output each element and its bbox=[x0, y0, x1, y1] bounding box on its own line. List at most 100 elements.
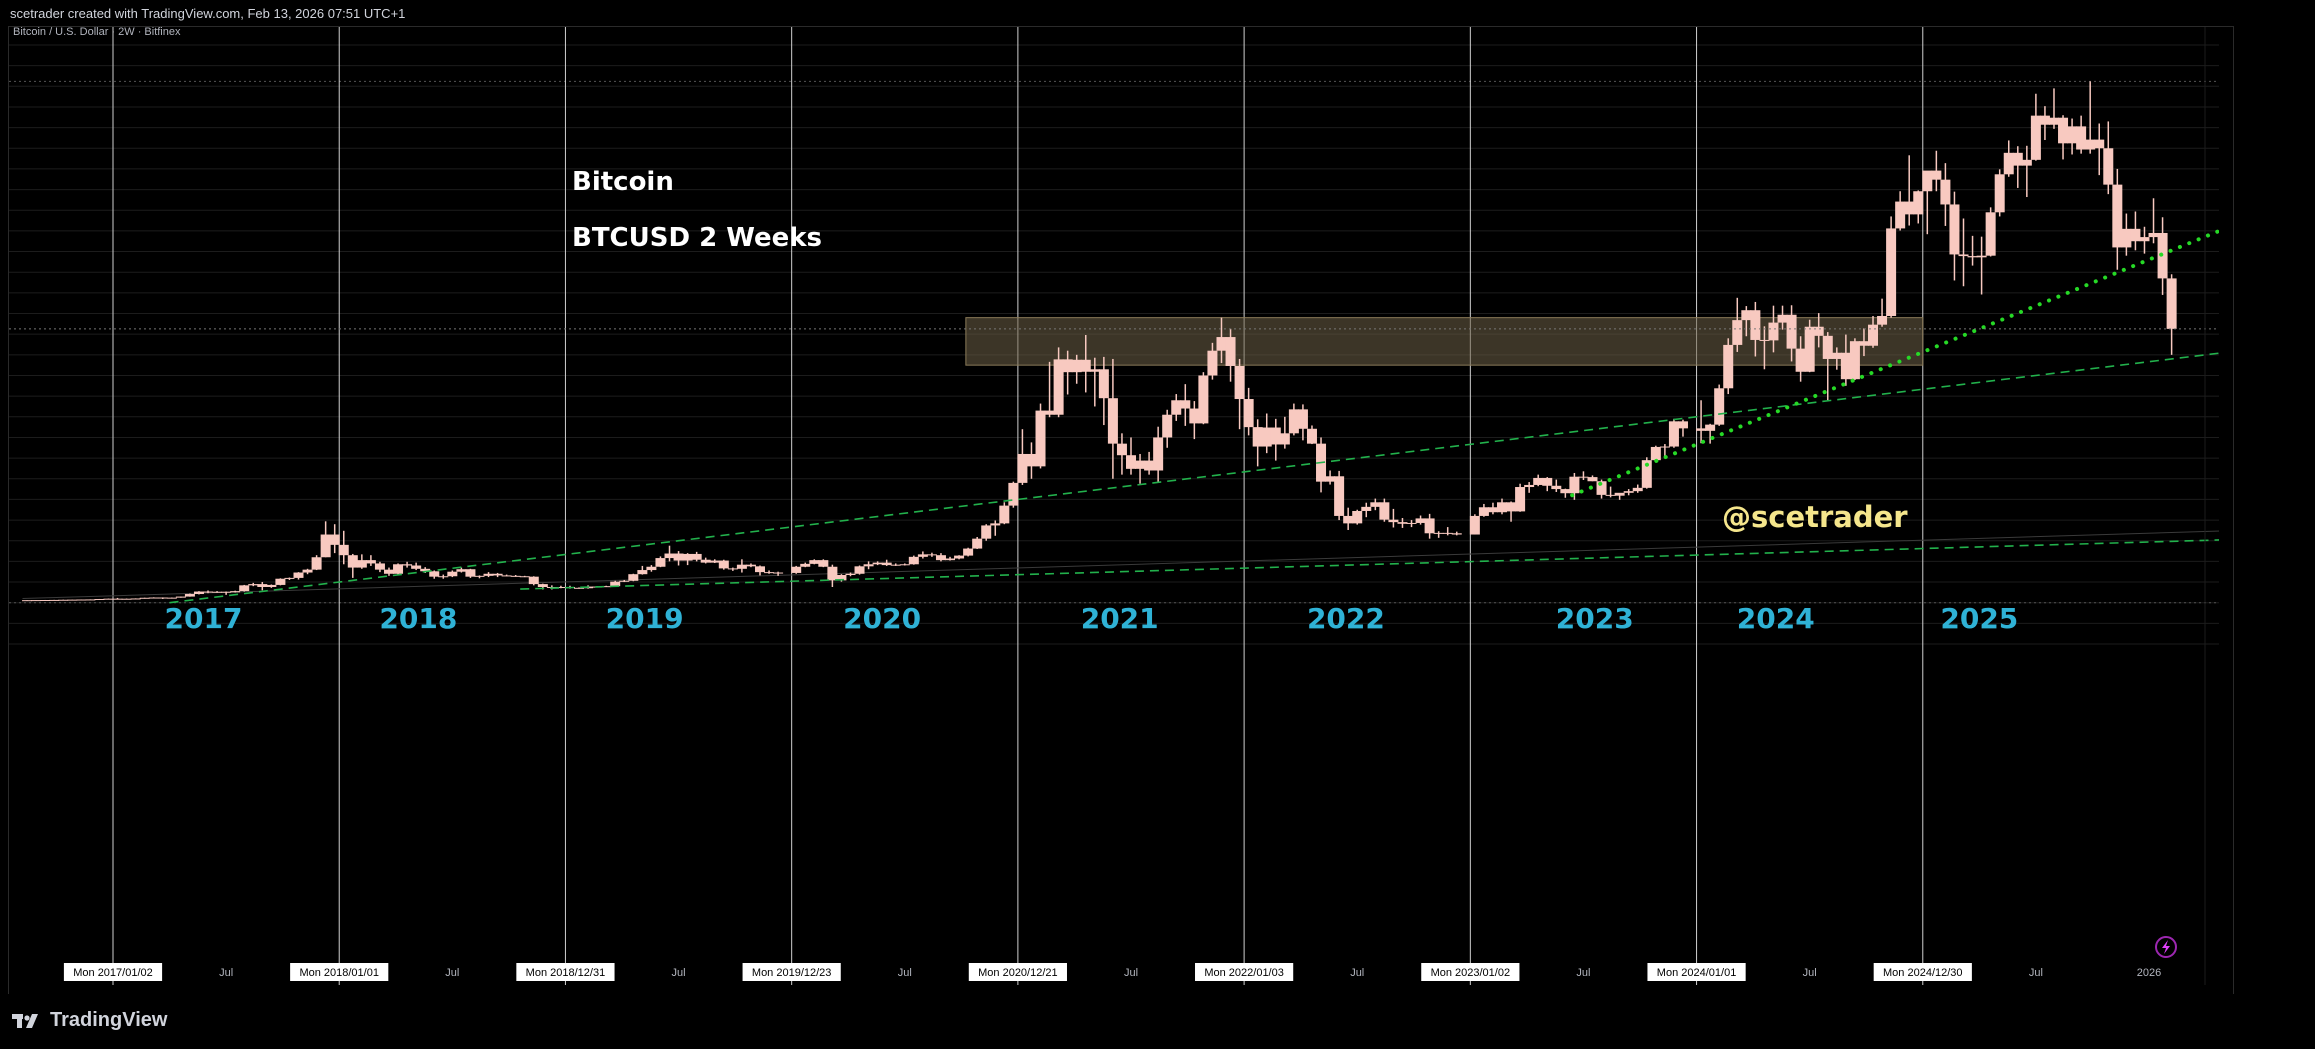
bar-body[interactable] bbox=[103, 598, 114, 600]
bar-body[interactable] bbox=[1542, 477, 1553, 486]
bar-body[interactable] bbox=[727, 568, 738, 570]
bar-body[interactable] bbox=[1677, 421, 1688, 429]
price-chart[interactable]: Bitcoin / U.S. Dollar · 2W · Bitfinex Bit… bbox=[9, 27, 2233, 995]
bar-body[interactable] bbox=[347, 555, 358, 568]
bar-body[interactable] bbox=[212, 591, 223, 593]
bar-body[interactable] bbox=[1605, 494, 1616, 496]
bar-body[interactable] bbox=[1840, 352, 1851, 380]
bar-body[interactable] bbox=[1524, 484, 1535, 488]
bar-body[interactable] bbox=[601, 586, 612, 588]
bar-body[interactable] bbox=[31, 600, 42, 602]
bar-body[interactable] bbox=[1216, 337, 1227, 351]
bar-body[interactable] bbox=[510, 575, 521, 577]
bar-body[interactable] bbox=[420, 568, 431, 572]
bar-body[interactable] bbox=[1080, 359, 1091, 372]
bar-body[interactable] bbox=[1732, 320, 1743, 345]
bar-body[interactable] bbox=[1659, 446, 1670, 448]
bar-body[interactable] bbox=[365, 560, 376, 564]
bar-body[interactable] bbox=[845, 573, 856, 576]
bar-body[interactable] bbox=[1107, 398, 1118, 444]
bar-body[interactable] bbox=[935, 555, 946, 561]
bar-body[interactable] bbox=[2021, 159, 2032, 166]
bar-body[interactable] bbox=[203, 591, 214, 593]
bar-body[interactable] bbox=[302, 569, 313, 573]
bar-body[interactable] bbox=[1388, 519, 1399, 523]
bar-body[interactable] bbox=[76, 599, 87, 601]
bar-body[interactable] bbox=[628, 574, 639, 581]
bar-body[interactable] bbox=[284, 577, 295, 579]
bar-body[interactable] bbox=[1153, 437, 1164, 471]
bar-body[interactable] bbox=[1931, 170, 1942, 180]
bar-body[interactable] bbox=[1497, 502, 1508, 513]
bar-body[interactable] bbox=[1325, 476, 1336, 482]
bar-body[interactable] bbox=[1750, 310, 1761, 340]
bar-body[interactable] bbox=[2003, 152, 2014, 175]
bar-body[interactable] bbox=[854, 566, 865, 574]
bar-body[interactable] bbox=[1451, 533, 1462, 535]
bar-body[interactable] bbox=[1551, 485, 1562, 490]
bar-body[interactable] bbox=[374, 563, 385, 570]
bar-body[interactable] bbox=[1650, 446, 1661, 461]
bar-body[interactable] bbox=[1126, 455, 1136, 469]
bar-body[interactable] bbox=[1352, 510, 1363, 524]
bar-body[interactable] bbox=[1487, 507, 1498, 513]
bar-body[interactable] bbox=[990, 523, 1001, 526]
bar-body[interactable] bbox=[157, 597, 168, 599]
bar-body[interactable] bbox=[2139, 237, 2150, 242]
bar-body[interactable] bbox=[1958, 254, 1969, 257]
bar-body[interactable] bbox=[1705, 424, 1716, 431]
bar-body[interactable] bbox=[329, 534, 340, 545]
bar-body[interactable] bbox=[383, 569, 394, 574]
bar-body[interactable] bbox=[736, 564, 747, 569]
bar-body[interactable] bbox=[2067, 126, 2078, 144]
bar-body[interactable] bbox=[1198, 375, 1209, 424]
bar-body[interactable] bbox=[1469, 515, 1480, 535]
bar-body[interactable] bbox=[2048, 117, 2059, 125]
bar-body[interactable] bbox=[899, 564, 910, 566]
bar-body[interactable] bbox=[193, 591, 204, 595]
bar-body[interactable] bbox=[1515, 487, 1526, 512]
bar-body[interactable] bbox=[239, 585, 250, 592]
bar-body[interactable] bbox=[1089, 369, 1100, 372]
bar-body[interactable] bbox=[827, 566, 838, 581]
bar-body[interactable] bbox=[881, 562, 892, 566]
bar-body[interactable] bbox=[1334, 476, 1345, 516]
bar-body[interactable] bbox=[1180, 400, 1191, 409]
bar-body[interactable] bbox=[1116, 443, 1127, 456]
bar-body[interactable] bbox=[184, 594, 195, 597]
bar-body[interactable] bbox=[954, 555, 965, 559]
bar-body[interactable] bbox=[637, 570, 648, 575]
bar-body[interactable] bbox=[2076, 126, 2087, 150]
bar-body[interactable] bbox=[1858, 341, 1869, 346]
bar-body[interactable] bbox=[356, 560, 367, 568]
bar-body[interactable] bbox=[447, 571, 458, 577]
bar-body[interactable] bbox=[1008, 482, 1019, 506]
bar-body[interactable] bbox=[1071, 359, 1082, 373]
bar-body[interactable] bbox=[537, 584, 548, 587]
bar-body[interactable] bbox=[1415, 518, 1426, 523]
bar-body[interactable] bbox=[610, 581, 621, 587]
bar-body[interactable] bbox=[1786, 314, 1797, 349]
bar-body[interactable] bbox=[1361, 506, 1372, 511]
bar-body[interactable] bbox=[1596, 481, 1607, 495]
bar-body[interactable] bbox=[248, 584, 259, 586]
bar-body[interactable] bbox=[2166, 278, 2177, 329]
bar-body[interactable] bbox=[429, 571, 440, 577]
bar-body[interactable] bbox=[1442, 532, 1453, 534]
bar-body[interactable] bbox=[456, 569, 467, 572]
bar-body[interactable] bbox=[2039, 115, 2050, 125]
bar-body[interactable] bbox=[1804, 326, 1815, 372]
bar-body[interactable] bbox=[1587, 477, 1598, 482]
bar-body[interactable] bbox=[809, 560, 820, 564]
bar-body[interactable] bbox=[1252, 427, 1263, 447]
bar-body[interactable] bbox=[1207, 350, 1218, 376]
bar-body[interactable] bbox=[1234, 365, 1245, 400]
bar-body[interactable] bbox=[230, 591, 241, 593]
bar-body[interactable] bbox=[1533, 477, 1544, 485]
bar-body[interactable] bbox=[492, 573, 503, 576]
bar-body[interactable] bbox=[908, 556, 919, 565]
bar-body[interactable] bbox=[1370, 502, 1381, 507]
bar-body[interactable] bbox=[528, 576, 539, 585]
bar-body[interactable] bbox=[1949, 204, 1960, 255]
bar-body[interactable] bbox=[121, 598, 132, 600]
